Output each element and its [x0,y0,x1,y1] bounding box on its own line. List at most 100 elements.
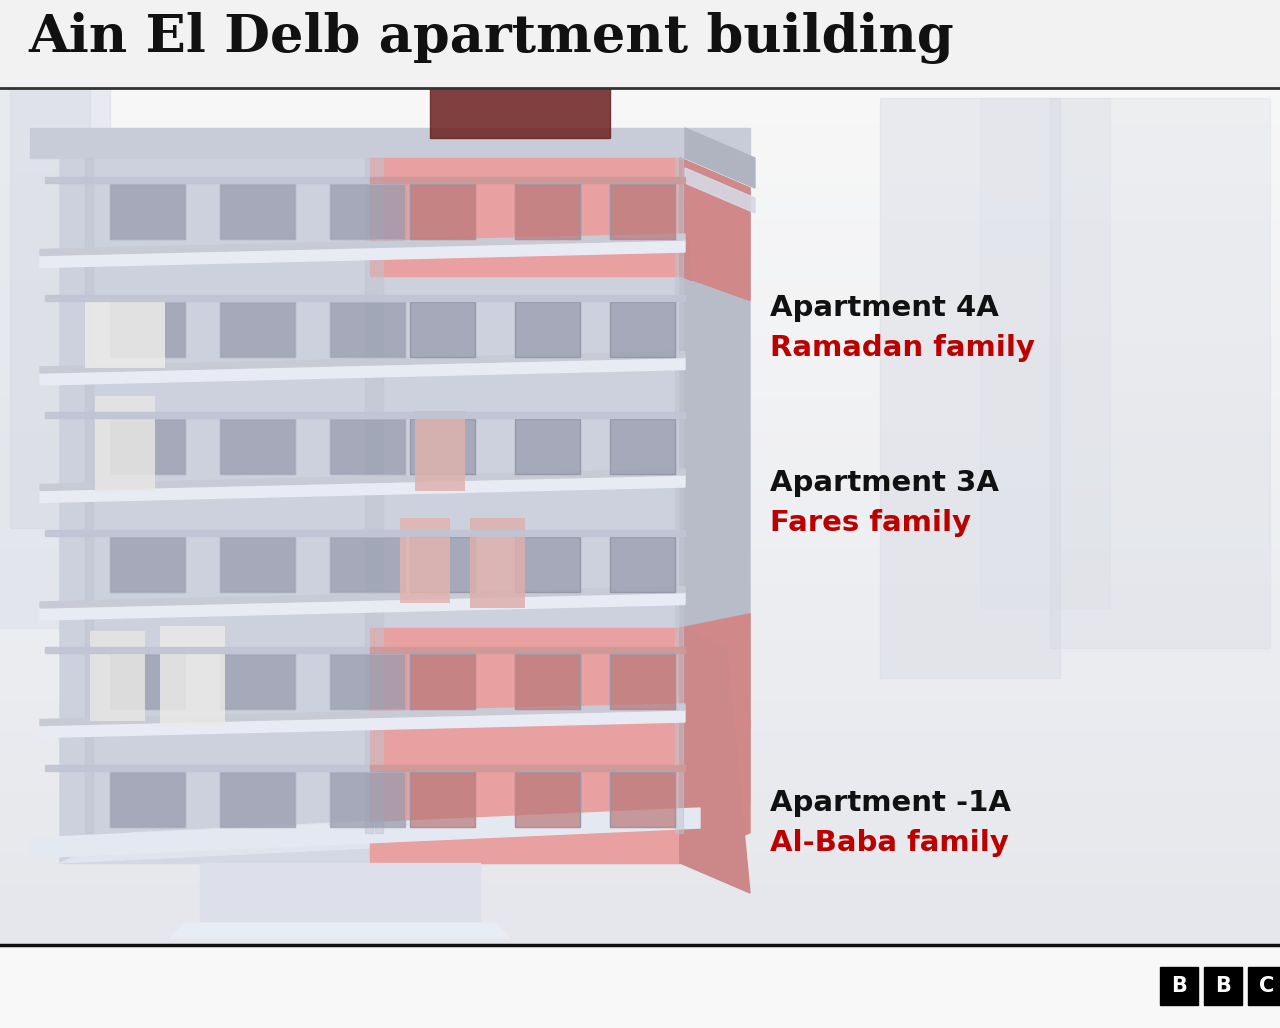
Bar [410,772,475,827]
Bar [330,419,404,474]
Bar [881,98,1060,678]
Polygon shape [60,803,750,862]
Polygon shape [680,158,750,833]
Polygon shape [680,745,750,893]
Text: Apartment 4A: Apartment 4A [771,294,998,322]
Polygon shape [685,168,755,213]
Bar [0,78,110,628]
Bar [611,654,675,709]
Bar [611,302,675,357]
Bar [470,518,525,608]
Bar [110,184,186,240]
Polygon shape [40,234,685,256]
Bar [0,945,1280,1028]
Bar [430,78,611,138]
Bar [330,654,404,709]
Bar [370,177,685,183]
Text: Ramadan family: Ramadan family [771,334,1036,362]
Bar [45,294,380,300]
Bar [45,647,380,653]
Bar [220,419,294,474]
Bar [160,625,225,726]
Bar [370,294,685,300]
Bar [220,302,294,357]
Bar [410,537,475,592]
Bar [330,302,404,357]
Bar [220,654,294,709]
Bar [45,412,380,418]
Bar [330,184,404,240]
Bar [200,862,480,923]
Polygon shape [40,710,685,737]
Bar [110,419,186,474]
Bar [330,537,404,592]
Bar [611,184,675,240]
Bar [110,772,186,827]
Polygon shape [40,352,685,373]
Bar [110,537,186,592]
Bar [410,772,475,827]
Polygon shape [680,158,691,281]
Bar [1248,967,1280,1005]
Bar [365,158,372,833]
Text: Apartment -1A: Apartment -1A [771,790,1011,817]
Bar [611,772,675,827]
Bar [515,419,580,474]
Polygon shape [680,614,750,745]
Bar [330,419,404,474]
Bar [330,184,404,240]
Text: Ain El Delb apartment building: Ain El Delb apartment building [28,12,954,64]
Bar [515,772,580,827]
Bar [611,654,675,709]
Bar [375,158,383,833]
Bar [220,654,294,709]
Bar [370,765,685,771]
Text: B: B [1215,976,1231,996]
Polygon shape [40,592,685,620]
Bar [515,419,580,474]
Bar [410,654,475,709]
Bar [415,410,465,490]
Bar [84,298,165,368]
Bar [330,537,404,592]
Text: C: C [1260,976,1275,996]
Bar [95,396,155,490]
Polygon shape [680,721,750,862]
Bar [410,302,475,357]
Bar [220,772,294,827]
Polygon shape [40,475,685,503]
Bar [515,537,580,592]
Bar [370,412,685,418]
Bar [515,654,580,709]
Bar [611,537,675,592]
Bar [220,419,294,474]
Bar [220,772,294,827]
Bar [45,765,380,771]
Polygon shape [680,628,739,771]
Bar [110,772,186,827]
Bar [370,745,680,862]
Bar [84,158,93,833]
Bar [410,302,475,357]
Bar [399,518,451,603]
Bar [45,177,380,183]
Bar [0,0,1280,88]
Bar [1204,967,1242,1005]
Bar [515,184,580,240]
Bar [515,184,580,240]
Polygon shape [29,808,700,858]
Bar [45,529,380,536]
Bar [675,158,684,833]
Bar [220,302,294,357]
Bar [410,184,475,240]
Bar [410,419,475,474]
Polygon shape [40,240,685,267]
Bar [370,158,680,276]
Bar [611,302,675,357]
Bar [611,419,675,474]
Bar [515,772,580,827]
Bar [220,184,294,240]
Bar [515,654,580,709]
Text: Fares family: Fares family [771,509,972,537]
Bar [611,537,675,592]
